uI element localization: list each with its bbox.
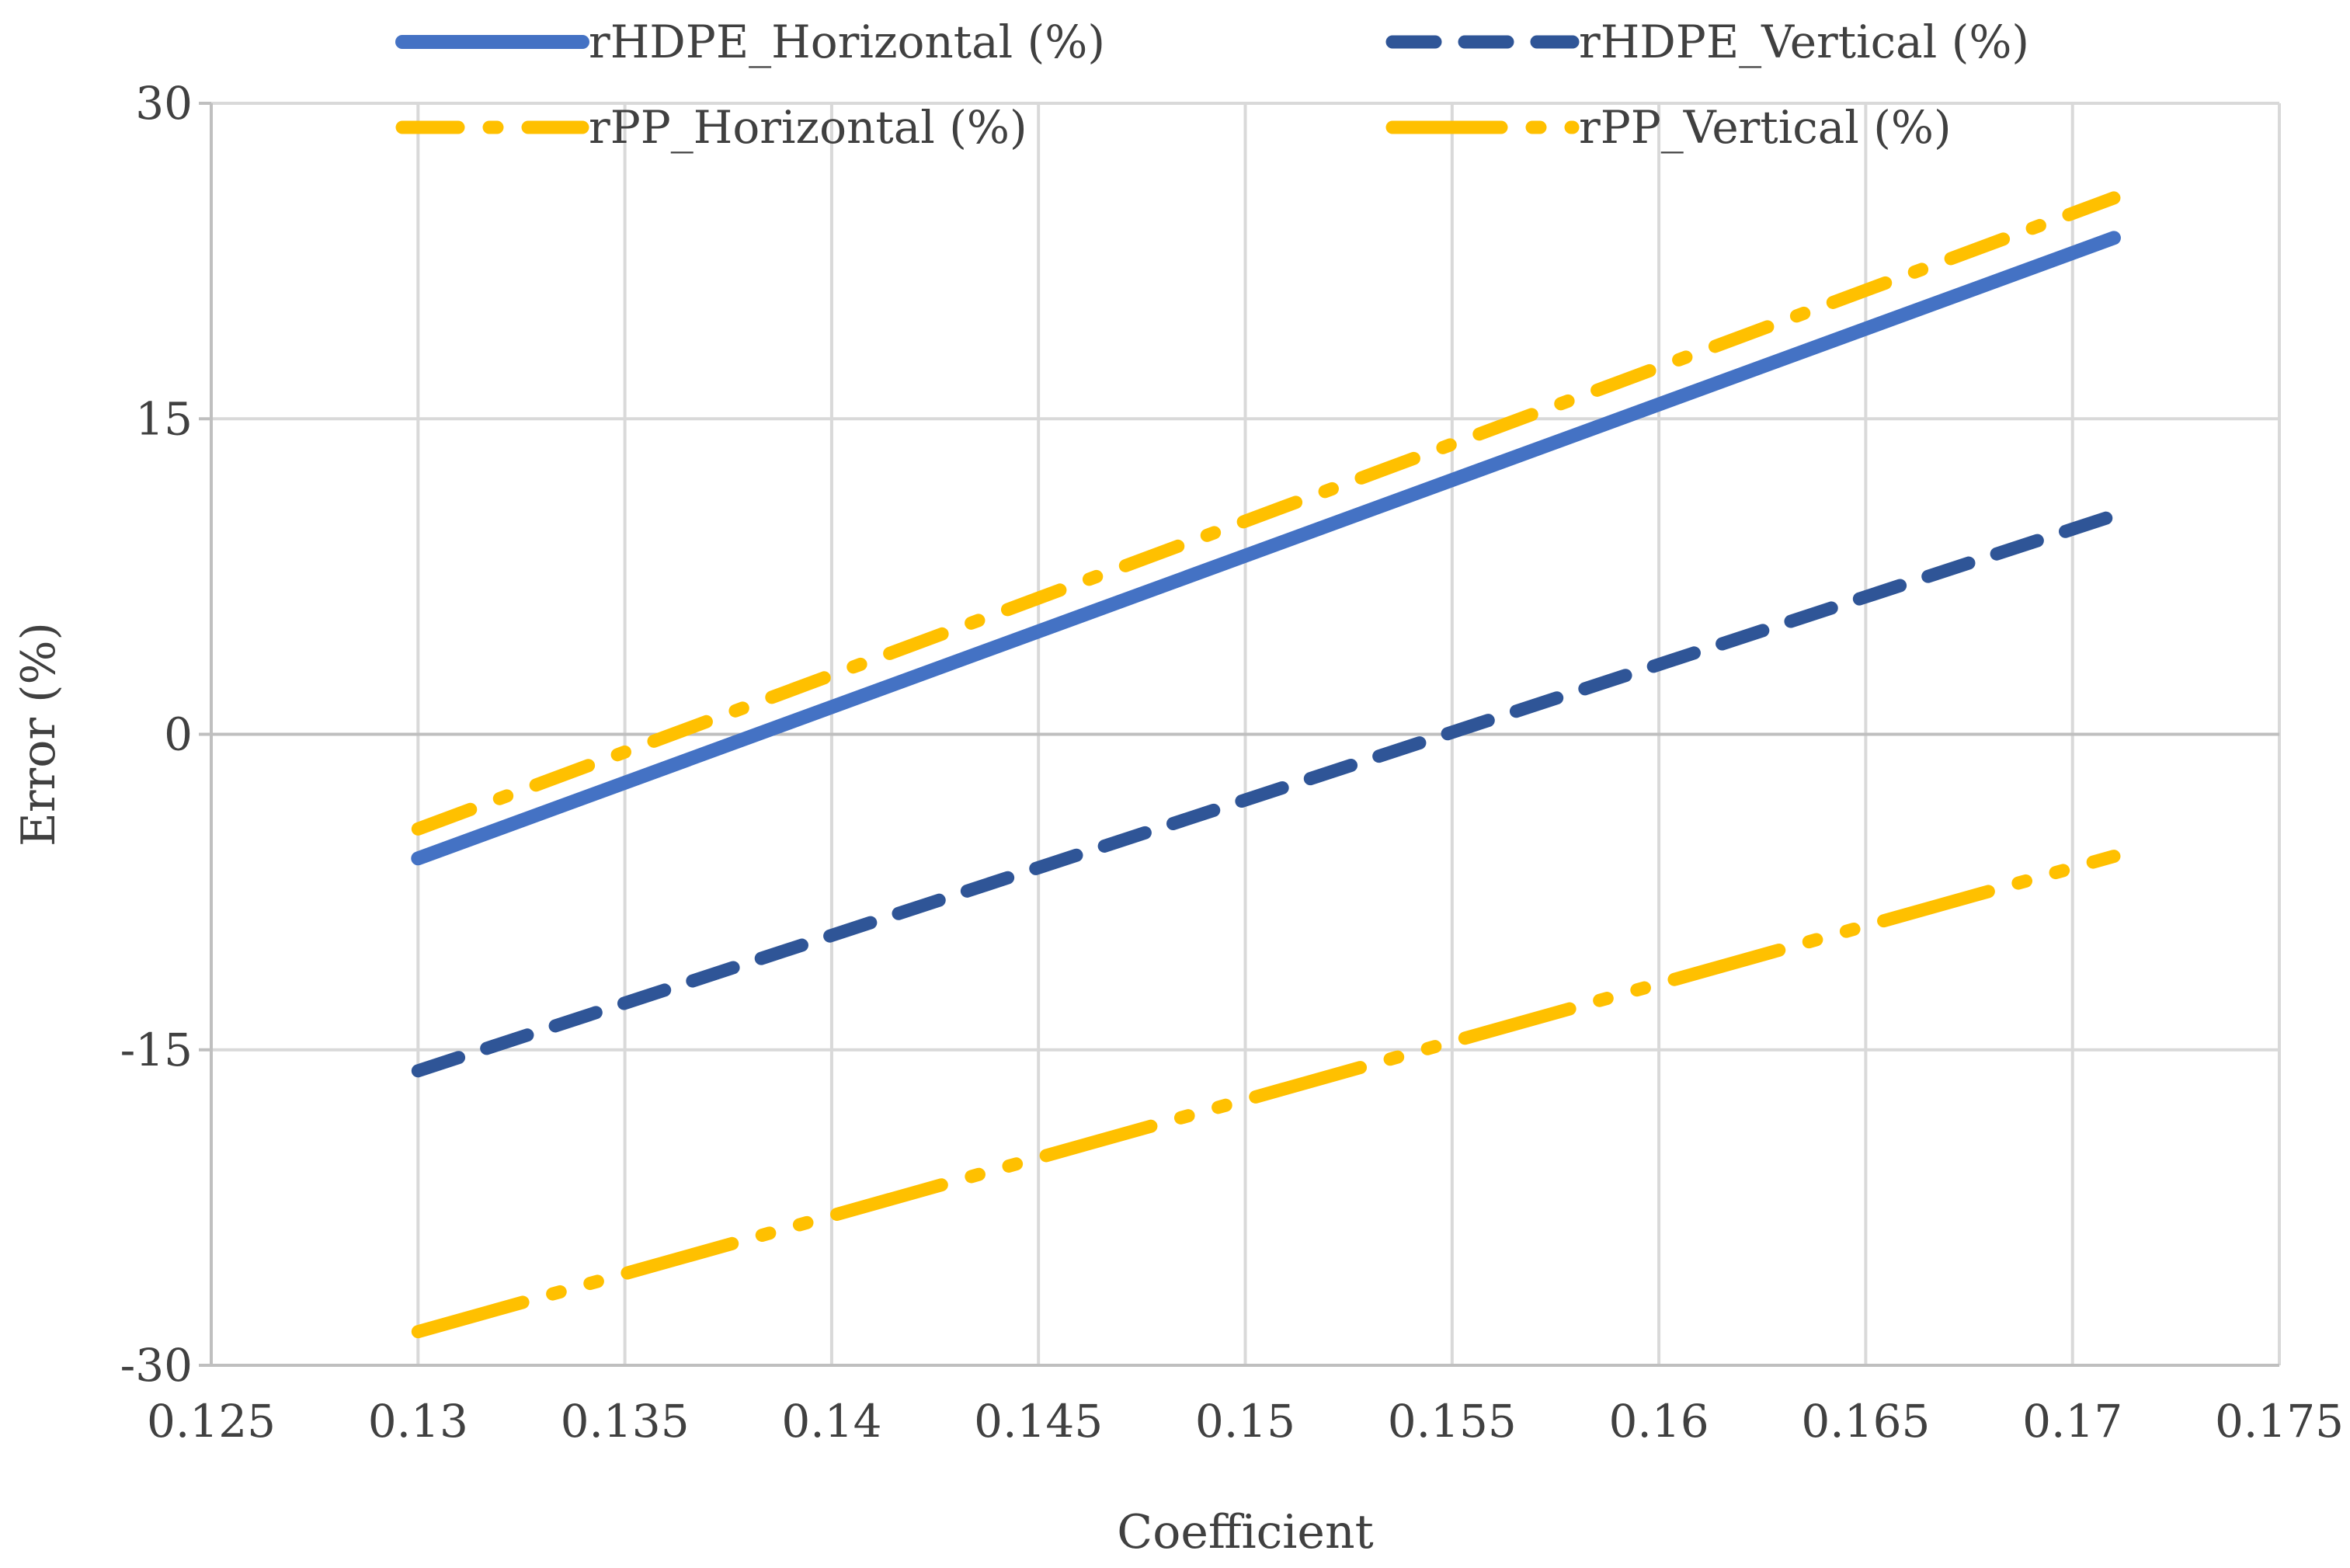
y-tick-label: 0 <box>164 708 193 761</box>
x-tick-label: 0.175 <box>2215 1395 2344 1448</box>
x-tick-label: 0.13 <box>368 1395 468 1448</box>
legend-item: rPP_Horizontal (%) <box>395 101 1027 154</box>
legend: rHDPE_Horizontal (%) rHDPE_Vertical (%) rP… <box>395 16 2029 154</box>
x-tick-label: 0.155 <box>1388 1395 1517 1448</box>
series-line-3 <box>411 191 2121 836</box>
series-line-2 <box>411 509 2121 1078</box>
x-tick-label: 0.135 <box>561 1395 690 1448</box>
x-tick-label: 0.16 <box>1609 1395 1709 1448</box>
y-tick-label: -30 <box>120 1339 193 1392</box>
series-lines <box>411 191 2121 1339</box>
y-tick-label: 30 <box>135 77 193 130</box>
legend-label: rHDPE_Vertical (%) <box>1579 16 2029 68</box>
legend-label: rHDPE_Horizontal (%) <box>589 16 1105 68</box>
legend-label: rPP_Horizontal (%) <box>589 101 1027 154</box>
y-tick-label: -15 <box>120 1024 193 1076</box>
x-tick-label: 0.125 <box>147 1395 276 1448</box>
legend-item: rHDPE_Vertical (%) <box>1385 16 2029 68</box>
x-axis-title: Coefficient <box>1117 1505 1373 1559</box>
series-line-1 <box>411 231 2121 866</box>
x-tick-label: 0.145 <box>974 1395 1103 1448</box>
series-line-4 <box>411 850 2121 1339</box>
legend-item: rPP_Vertical (%) <box>1385 101 1952 154</box>
legend-item: rHDPE_Horizontal (%) <box>395 16 1105 68</box>
x-tick-label: 0.14 <box>781 1395 881 1448</box>
y-axis-title: Error (%) <box>12 622 66 847</box>
x-tick-label: 0.17 <box>2022 1395 2122 1448</box>
axes <box>199 102 2279 1367</box>
y-tick-label: 15 <box>135 392 193 445</box>
x-tick-label: 0.165 <box>1801 1395 1930 1448</box>
x-tick-label: 0.15 <box>1195 1395 1295 1448</box>
tick-labels: 0.125 0.13 0.135 0.14 0.145 0.15 0.155 0.16 0.16… <box>120 77 2344 1448</box>
legend-label: rPP_Vertical (%) <box>1579 101 1952 154</box>
